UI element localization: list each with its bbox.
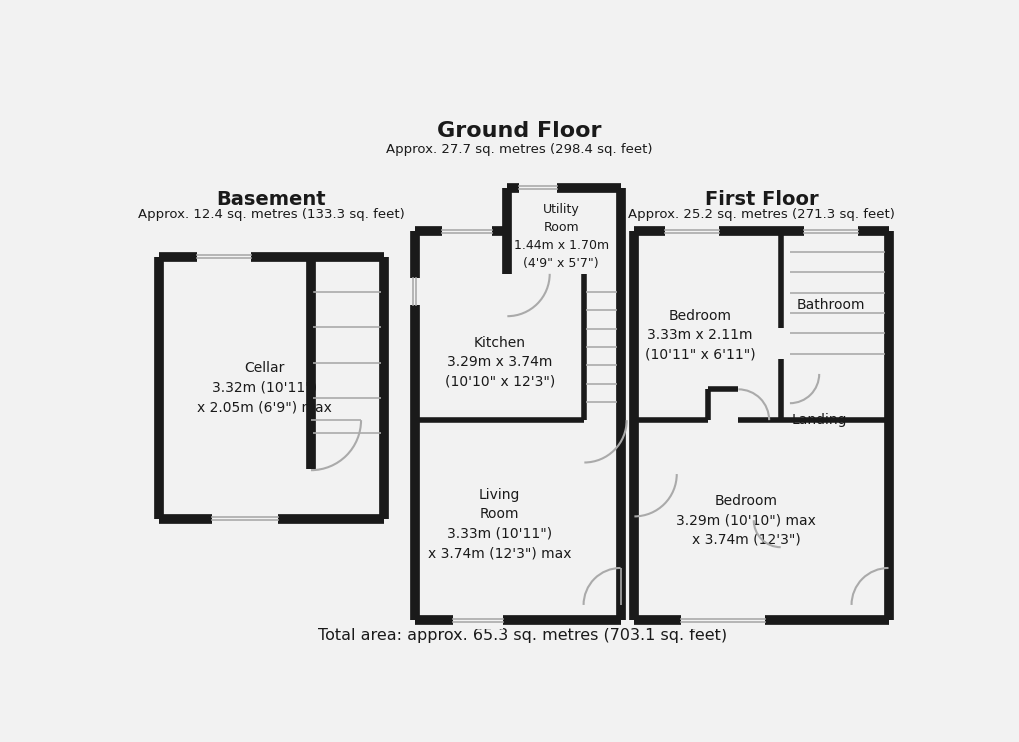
Text: Bedroom
3.33m x 2.11m
(10'11" x 6'11"): Bedroom 3.33m x 2.11m (10'11" x 6'11"): [644, 309, 754, 362]
Text: Kitchen
3.29m x 3.74m
(10'10" x 12'3"): Kitchen 3.29m x 3.74m (10'10" x 12'3"): [444, 336, 554, 389]
Text: First Floor: First Floor: [704, 190, 817, 209]
Text: Total area: approx. 65.3 sq. metres (703.1 sq. feet): Total area: approx. 65.3 sq. metres (703…: [318, 628, 727, 643]
Text: Basement: Basement: [216, 190, 325, 209]
Text: Approx. 25.2 sq. metres (271.3 sq. feet): Approx. 25.2 sq. metres (271.3 sq. feet): [628, 208, 894, 221]
Text: Bedroom
3.29m (10'10") max
x 3.74m (12'3"): Bedroom 3.29m (10'10") max x 3.74m (12'3…: [676, 493, 815, 547]
Text: Cellar
3.32m (10'11")
x 2.05m (6'9") max: Cellar 3.32m (10'11") x 2.05m (6'9") max: [197, 361, 332, 414]
Text: Approx. 27.7 sq. metres (298.4 sq. feet): Approx. 27.7 sq. metres (298.4 sq. feet): [385, 142, 651, 156]
Text: Approx. 12.4 sq. metres (133.3 sq. feet): Approx. 12.4 sq. metres (133.3 sq. feet): [138, 208, 404, 221]
Text: Ground Floor: Ground Floor: [436, 122, 600, 142]
Text: Bathroom: Bathroom: [796, 298, 864, 312]
Text: Living
Room
3.33m (10'11")
x 3.74m (12'3") max: Living Room 3.33m (10'11") x 3.74m (12'3…: [428, 487, 571, 560]
Text: Utility
Room
1.44m x 1.70m
(4'9" x 5'7"): Utility Room 1.44m x 1.70m (4'9" x 5'7"): [514, 203, 608, 270]
Text: Landing: Landing: [791, 413, 846, 427]
